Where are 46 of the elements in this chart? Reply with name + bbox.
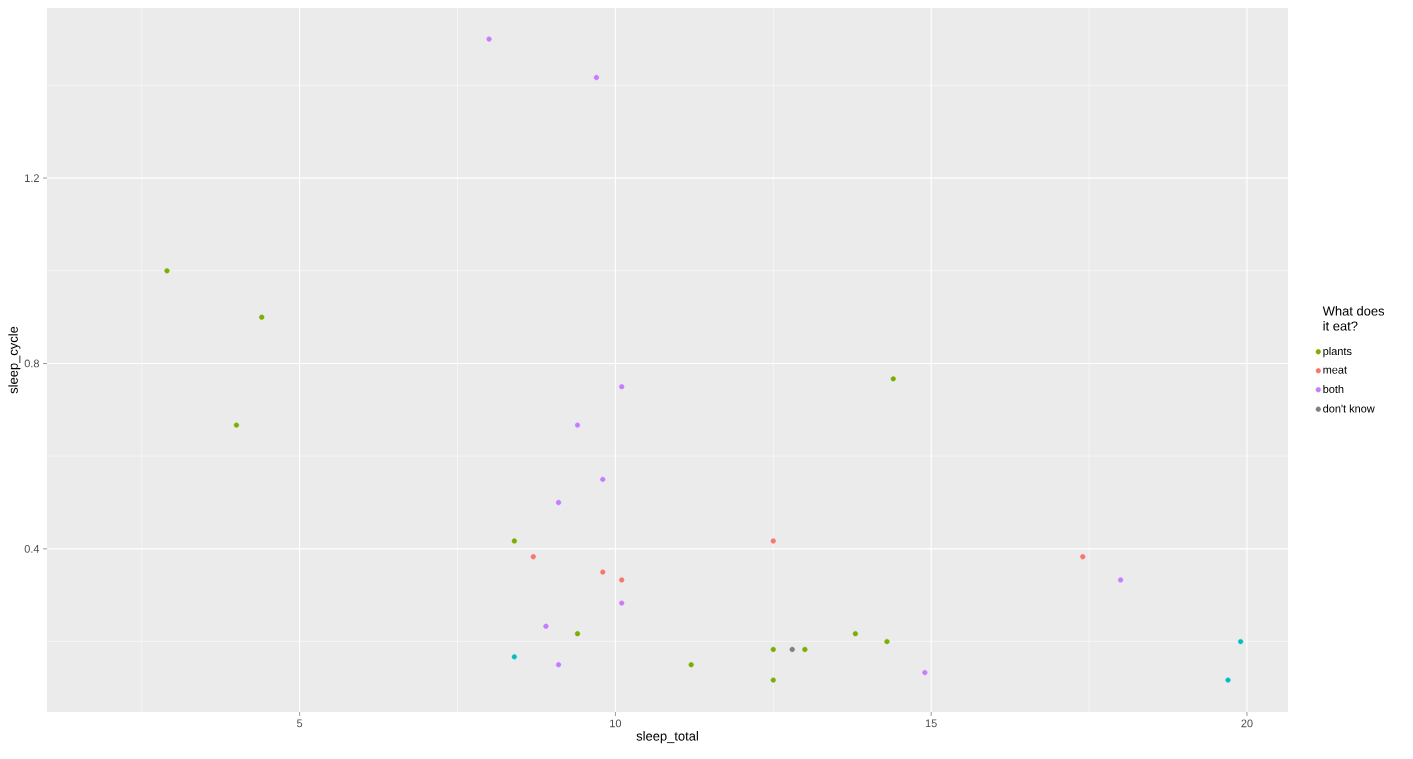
- point: [600, 569, 606, 575]
- point: [530, 554, 536, 560]
- point: [1118, 577, 1124, 583]
- point: [1080, 554, 1086, 560]
- point: [1238, 638, 1244, 645]
- point: [600, 476, 606, 482]
- point: [884, 638, 890, 645]
- point: [259, 314, 265, 320]
- y-tick-label: 0.8: [24, 359, 39, 368]
- point: [511, 654, 517, 660]
- point: [574, 631, 581, 637]
- legend-label: don't know: [1323, 404, 1375, 413]
- point: [593, 74, 600, 81]
- y-tick-label: 0.4: [24, 544, 40, 553]
- point: [890, 376, 896, 382]
- point: [164, 268, 170, 274]
- point: [486, 36, 492, 42]
- legend-title: What does it eat?: [1322, 306, 1385, 331]
- x-axis-title: sleep_total: [636, 731, 698, 744]
- point: [543, 623, 549, 629]
- point: [619, 600, 625, 606]
- point: [555, 499, 562, 506]
- legend-label: both: [1323, 385, 1344, 394]
- point: [511, 538, 517, 544]
- point: [233, 422, 240, 428]
- point: [922, 670, 928, 676]
- point: [852, 631, 858, 637]
- x-tick-label: 10: [610, 719, 622, 728]
- point: [802, 646, 808, 653]
- point: [619, 577, 625, 583]
- point: [789, 646, 795, 653]
- x-tick-label: 20: [1241, 719, 1253, 728]
- y-axis-title: sleep_cycle: [8, 326, 21, 394]
- x-tick-label: 15: [925, 719, 937, 728]
- point: [770, 646, 776, 653]
- legend-label: meat: [1323, 366, 1347, 374]
- point: [770, 538, 776, 544]
- legend-label: plants: [1323, 347, 1352, 358]
- point: [688, 662, 694, 668]
- point: [770, 677, 776, 683]
- x-tick-label: 5: [297, 719, 303, 728]
- point: [619, 384, 625, 390]
- point: [574, 422, 581, 428]
- point: [1225, 677, 1231, 683]
- y-tick-label: 1.2: [25, 174, 39, 182]
- point: [555, 662, 562, 668]
